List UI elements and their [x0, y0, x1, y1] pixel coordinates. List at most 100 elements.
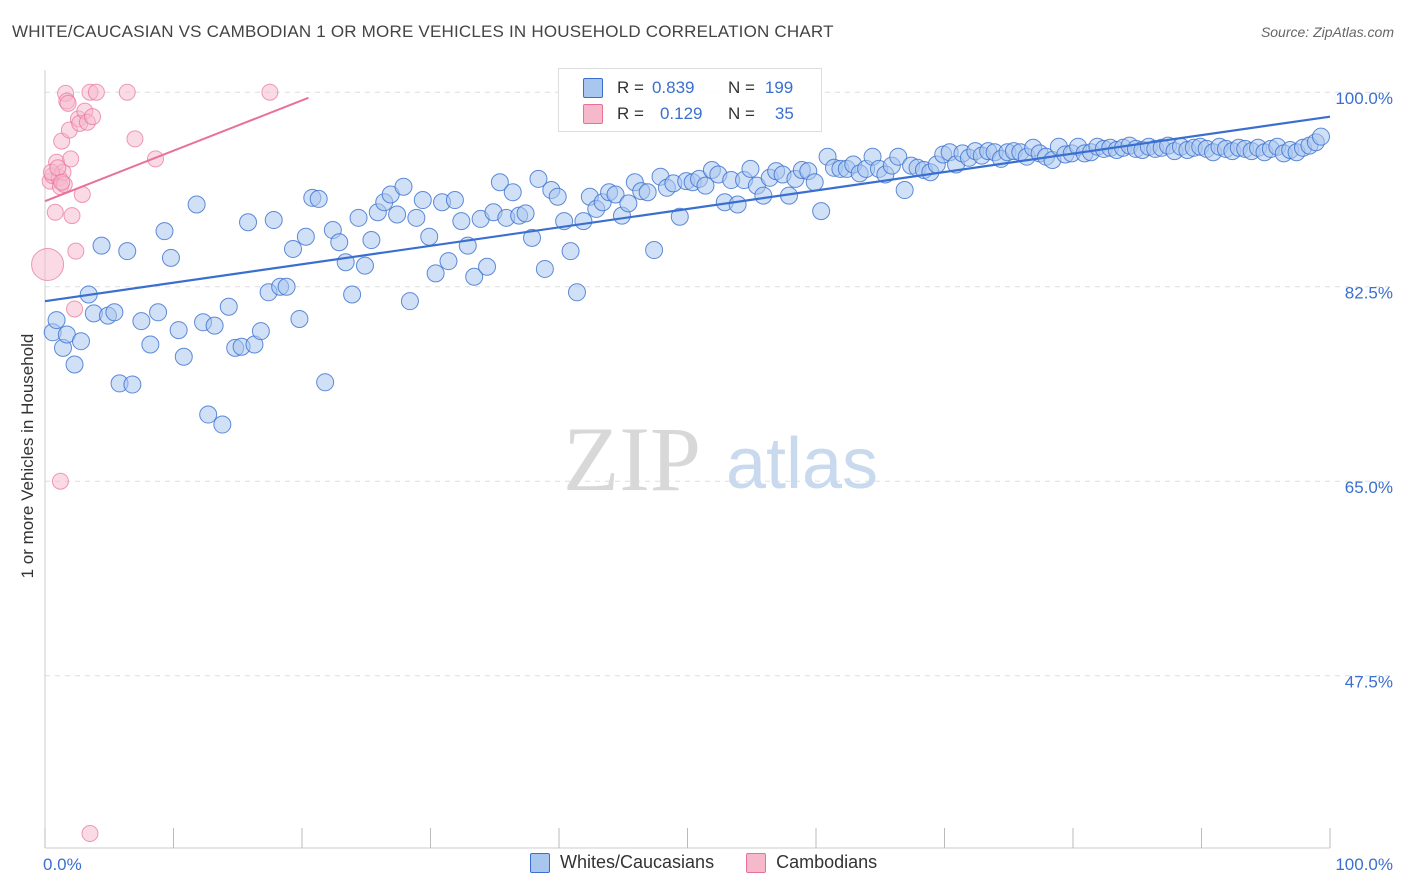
- point-whites-105: [728, 195, 747, 214]
- point-whites-43: [330, 233, 349, 252]
- legend-swatch-pink: [583, 104, 603, 124]
- point-whites-4: [65, 355, 84, 374]
- point-whites-86: [606, 185, 625, 204]
- legend-row-whites: R = 0.839 N = 199: [583, 76, 793, 100]
- point-whites-14: [132, 312, 151, 331]
- legend-r-label: R =: [617, 78, 644, 97]
- point-whites-57: [420, 227, 439, 246]
- legend-r-value: 0.129: [659, 104, 703, 123]
- legend-swatch-blue: [530, 852, 550, 873]
- point-whites-31: [251, 322, 270, 341]
- series-cambodians-points: [31, 83, 279, 843]
- point-whites-61: [445, 191, 464, 210]
- y-tick-label-1: 82.5%: [1345, 284, 1393, 303]
- legend-row-cambodians: R = 0.129 N = 35: [583, 102, 794, 126]
- point-whites-24: [205, 316, 224, 335]
- series-legend: Whites/Caucasians Cambodians: [530, 852, 909, 873]
- point-whites-45: [343, 285, 362, 304]
- point-whites-70: [503, 183, 522, 202]
- point-cambodians-25: [87, 83, 105, 101]
- point-whites-74: [529, 169, 548, 188]
- point-cambodians-29: [261, 83, 279, 101]
- x-tick-label-0: 0.0%: [43, 855, 82, 874]
- point-whites-79: [561, 242, 580, 261]
- point-whites-109: [754, 186, 773, 205]
- chart-title: WHITE/CAUCASIAN VS CAMBODIAN 1 OR MORE V…: [12, 22, 834, 41]
- y-tick-label-2: 65.0%: [1345, 478, 1393, 497]
- point-cambodians-0: [31, 248, 65, 281]
- point-cambodians-15: [63, 207, 81, 225]
- x-tick-label-1: 100.0%: [1335, 855, 1393, 874]
- point-whites-25: [213, 415, 232, 434]
- point-whites-96: [670, 207, 689, 226]
- tick-labels: 100.0% 82.5% 65.0% 47.5% 0.0% 100.0%: [43, 89, 1393, 874]
- stats-legend: R = 0.839 N = 199 R = 0.129 N = 35: [558, 68, 822, 132]
- trend-line-cambodians: [44, 96, 309, 203]
- point-whites-72: [516, 204, 535, 223]
- point-whites-46: [349, 208, 368, 227]
- point-whites-56: [413, 191, 432, 210]
- point-whites-117: [805, 173, 824, 192]
- point-whites-18: [161, 248, 180, 267]
- point-whites-17: [155, 222, 174, 241]
- trend-line-whites: [44, 115, 1331, 303]
- point-cambodians-3: [46, 203, 64, 221]
- point-whites-118: [812, 202, 831, 221]
- point-whites-38: [296, 227, 315, 246]
- point-whites-80: [567, 283, 586, 302]
- point-whites-13: [123, 375, 142, 394]
- point-whites-1: [47, 311, 66, 330]
- legend-item-whites: Whites/Caucasians: [530, 852, 714, 873]
- point-cambodians-24: [84, 108, 102, 126]
- point-whites-107: [741, 159, 760, 178]
- legend-r-value: 0.839: [651, 78, 695, 97]
- point-cambodians-34: [53, 173, 71, 191]
- point-whites-41: [316, 373, 335, 392]
- point-whites-81: [574, 212, 593, 231]
- point-whites-47: [355, 256, 374, 275]
- point-whites-21: [187, 195, 206, 214]
- point-whites-29: [239, 213, 258, 232]
- point-whites-20: [174, 347, 193, 366]
- point-whites-35: [277, 277, 296, 296]
- point-whites-100: [696, 176, 715, 195]
- legend-swatch-pink: [746, 852, 767, 873]
- legend-swatch-blue: [583, 78, 603, 98]
- point-whites-23: [199, 405, 218, 424]
- point-whites-66: [478, 257, 497, 276]
- point-cambodians-27: [126, 130, 144, 148]
- point-whites-5: [71, 332, 90, 351]
- point-whites-62: [452, 212, 471, 231]
- point-whites-33: [264, 211, 283, 230]
- legend-n-label: N =: [727, 104, 755, 123]
- point-whites-196: [1312, 127, 1331, 146]
- watermark-atlas: atlas: [726, 424, 878, 504]
- point-whites-52: [388, 205, 407, 224]
- point-whites-130: [889, 147, 908, 166]
- y-tick-label-3: 47.5%: [1345, 673, 1393, 692]
- legend-n-value: 199: [764, 78, 794, 97]
- point-whites-15: [141, 335, 160, 354]
- point-whites-8: [92, 236, 111, 255]
- point-whites-16: [149, 303, 168, 322]
- point-whites-75: [535, 259, 554, 278]
- point-cambodians-30: [51, 472, 69, 490]
- point-whites-19: [169, 321, 188, 340]
- legend-item-cambodians: Cambodians: [746, 852, 877, 873]
- y-tick-label-0: 100.0%: [1335, 89, 1393, 108]
- point-whites-12: [118, 242, 137, 261]
- point-whites-60: [439, 252, 458, 271]
- point-whites-88: [619, 194, 638, 213]
- point-whites-53: [394, 177, 413, 196]
- point-whites-55: [407, 208, 426, 227]
- point-whites-37: [290, 309, 309, 328]
- legend-label-whites: Whites/Caucasians: [560, 852, 715, 872]
- point-whites-54: [400, 292, 419, 311]
- point-whites-91: [638, 183, 657, 202]
- legend-n-value: 35: [774, 104, 794, 123]
- point-whites-10: [105, 303, 124, 322]
- point-whites-73: [523, 228, 542, 247]
- point-cambodians-31: [81, 825, 99, 843]
- point-whites-131: [895, 181, 914, 200]
